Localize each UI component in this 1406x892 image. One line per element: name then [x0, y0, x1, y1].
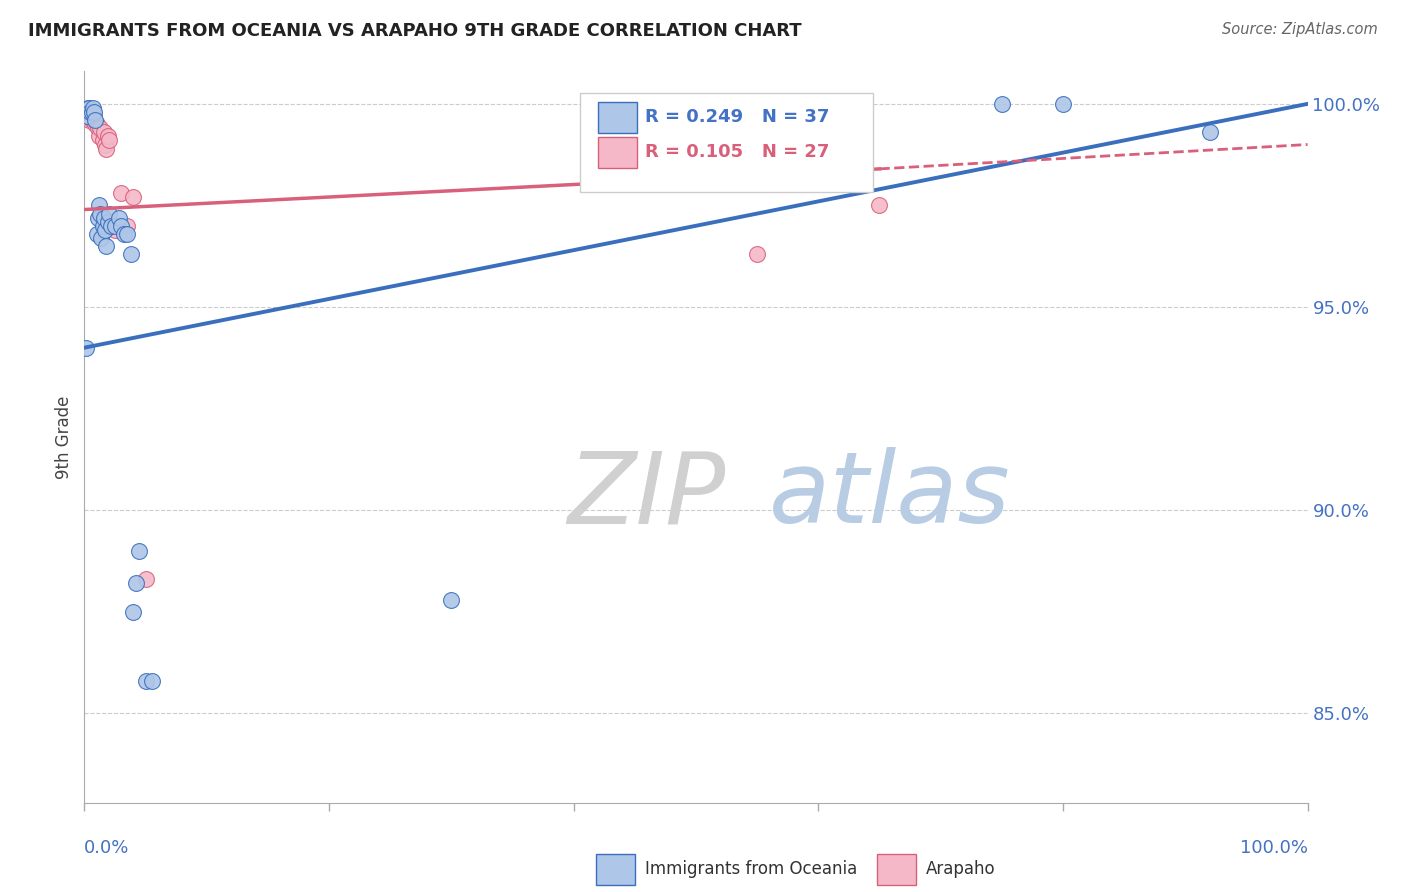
Point: [77, 101, 100, 115]
Point: [97, 215, 120, 229]
Point: [84, 117, 107, 131]
FancyBboxPatch shape: [598, 102, 637, 133]
Text: Source: ZipAtlas.com: Source: ZipAtlas.com: [1222, 22, 1378, 37]
Point: [77, 101, 100, 115]
Point: [122, 190, 145, 204]
Point: [110, 186, 132, 201]
Point: [115, 227, 138, 241]
Point: [89, 206, 111, 220]
Text: R = 0.249   N = 37: R = 0.249 N = 37: [644, 108, 830, 126]
Point: [135, 673, 157, 688]
Point: [84, 113, 107, 128]
Point: [125, 576, 148, 591]
Point: [110, 219, 132, 233]
Point: [94, 137, 117, 152]
Point: [135, 572, 157, 586]
Text: ZIP: ZIP: [568, 447, 725, 544]
Point: [115, 219, 138, 233]
Point: [76, 109, 98, 123]
Point: [96, 142, 118, 156]
Point: [86, 117, 108, 131]
Text: atlas: atlas: [769, 447, 1011, 544]
FancyBboxPatch shape: [598, 137, 637, 168]
Point: [97, 129, 120, 144]
Point: [87, 121, 110, 136]
FancyBboxPatch shape: [579, 94, 873, 192]
Point: [80, 113, 103, 128]
Point: [807, 96, 830, 111]
Point: [79, 105, 101, 120]
Point: [141, 673, 163, 688]
Point: [93, 211, 115, 225]
Text: Immigrants from Oceania: Immigrants from Oceania: [644, 860, 856, 878]
Point: [75, 105, 97, 120]
Point: [80, 105, 103, 120]
Point: [747, 247, 769, 261]
Point: [91, 219, 114, 233]
Point: [1052, 96, 1074, 111]
Point: [91, 133, 114, 147]
Point: [94, 223, 117, 237]
Point: [76, 109, 98, 123]
Point: [77, 113, 100, 128]
Point: [87, 129, 110, 144]
Point: [77, 109, 100, 123]
Point: [79, 105, 101, 120]
Point: [1198, 125, 1220, 139]
Text: 100.0%: 100.0%: [1240, 839, 1308, 857]
Point: [89, 121, 111, 136]
Text: Arapaho: Arapaho: [927, 860, 995, 878]
FancyBboxPatch shape: [877, 854, 917, 885]
Point: [440, 592, 463, 607]
Point: [86, 227, 108, 241]
Point: [83, 109, 105, 123]
Point: [82, 101, 104, 115]
FancyBboxPatch shape: [596, 854, 636, 885]
Point: [128, 544, 150, 558]
Point: [93, 125, 115, 139]
Point: [107, 211, 129, 225]
Point: [82, 105, 104, 120]
Text: 0.0%: 0.0%: [84, 839, 129, 857]
Point: [75, 341, 97, 355]
Point: [100, 219, 122, 233]
Point: [97, 206, 120, 220]
Point: [83, 105, 105, 120]
Point: [96, 239, 118, 253]
Text: R = 0.105   N = 27: R = 0.105 N = 27: [644, 143, 830, 161]
Point: [112, 227, 135, 241]
Point: [87, 211, 110, 225]
Point: [87, 198, 110, 212]
Point: [90, 206, 112, 220]
Point: [97, 133, 120, 147]
Point: [122, 605, 145, 619]
Text: IMMIGRANTS FROM OCEANIA VS ARAPAHO 9TH GRADE CORRELATION CHART: IMMIGRANTS FROM OCEANIA VS ARAPAHO 9TH G…: [28, 22, 801, 40]
Point: [104, 223, 127, 237]
Point: [991, 96, 1014, 111]
Point: [869, 198, 891, 212]
Point: [104, 219, 127, 233]
Point: [90, 231, 112, 245]
Point: [120, 247, 142, 261]
Y-axis label: 9th Grade: 9th Grade: [55, 395, 73, 479]
